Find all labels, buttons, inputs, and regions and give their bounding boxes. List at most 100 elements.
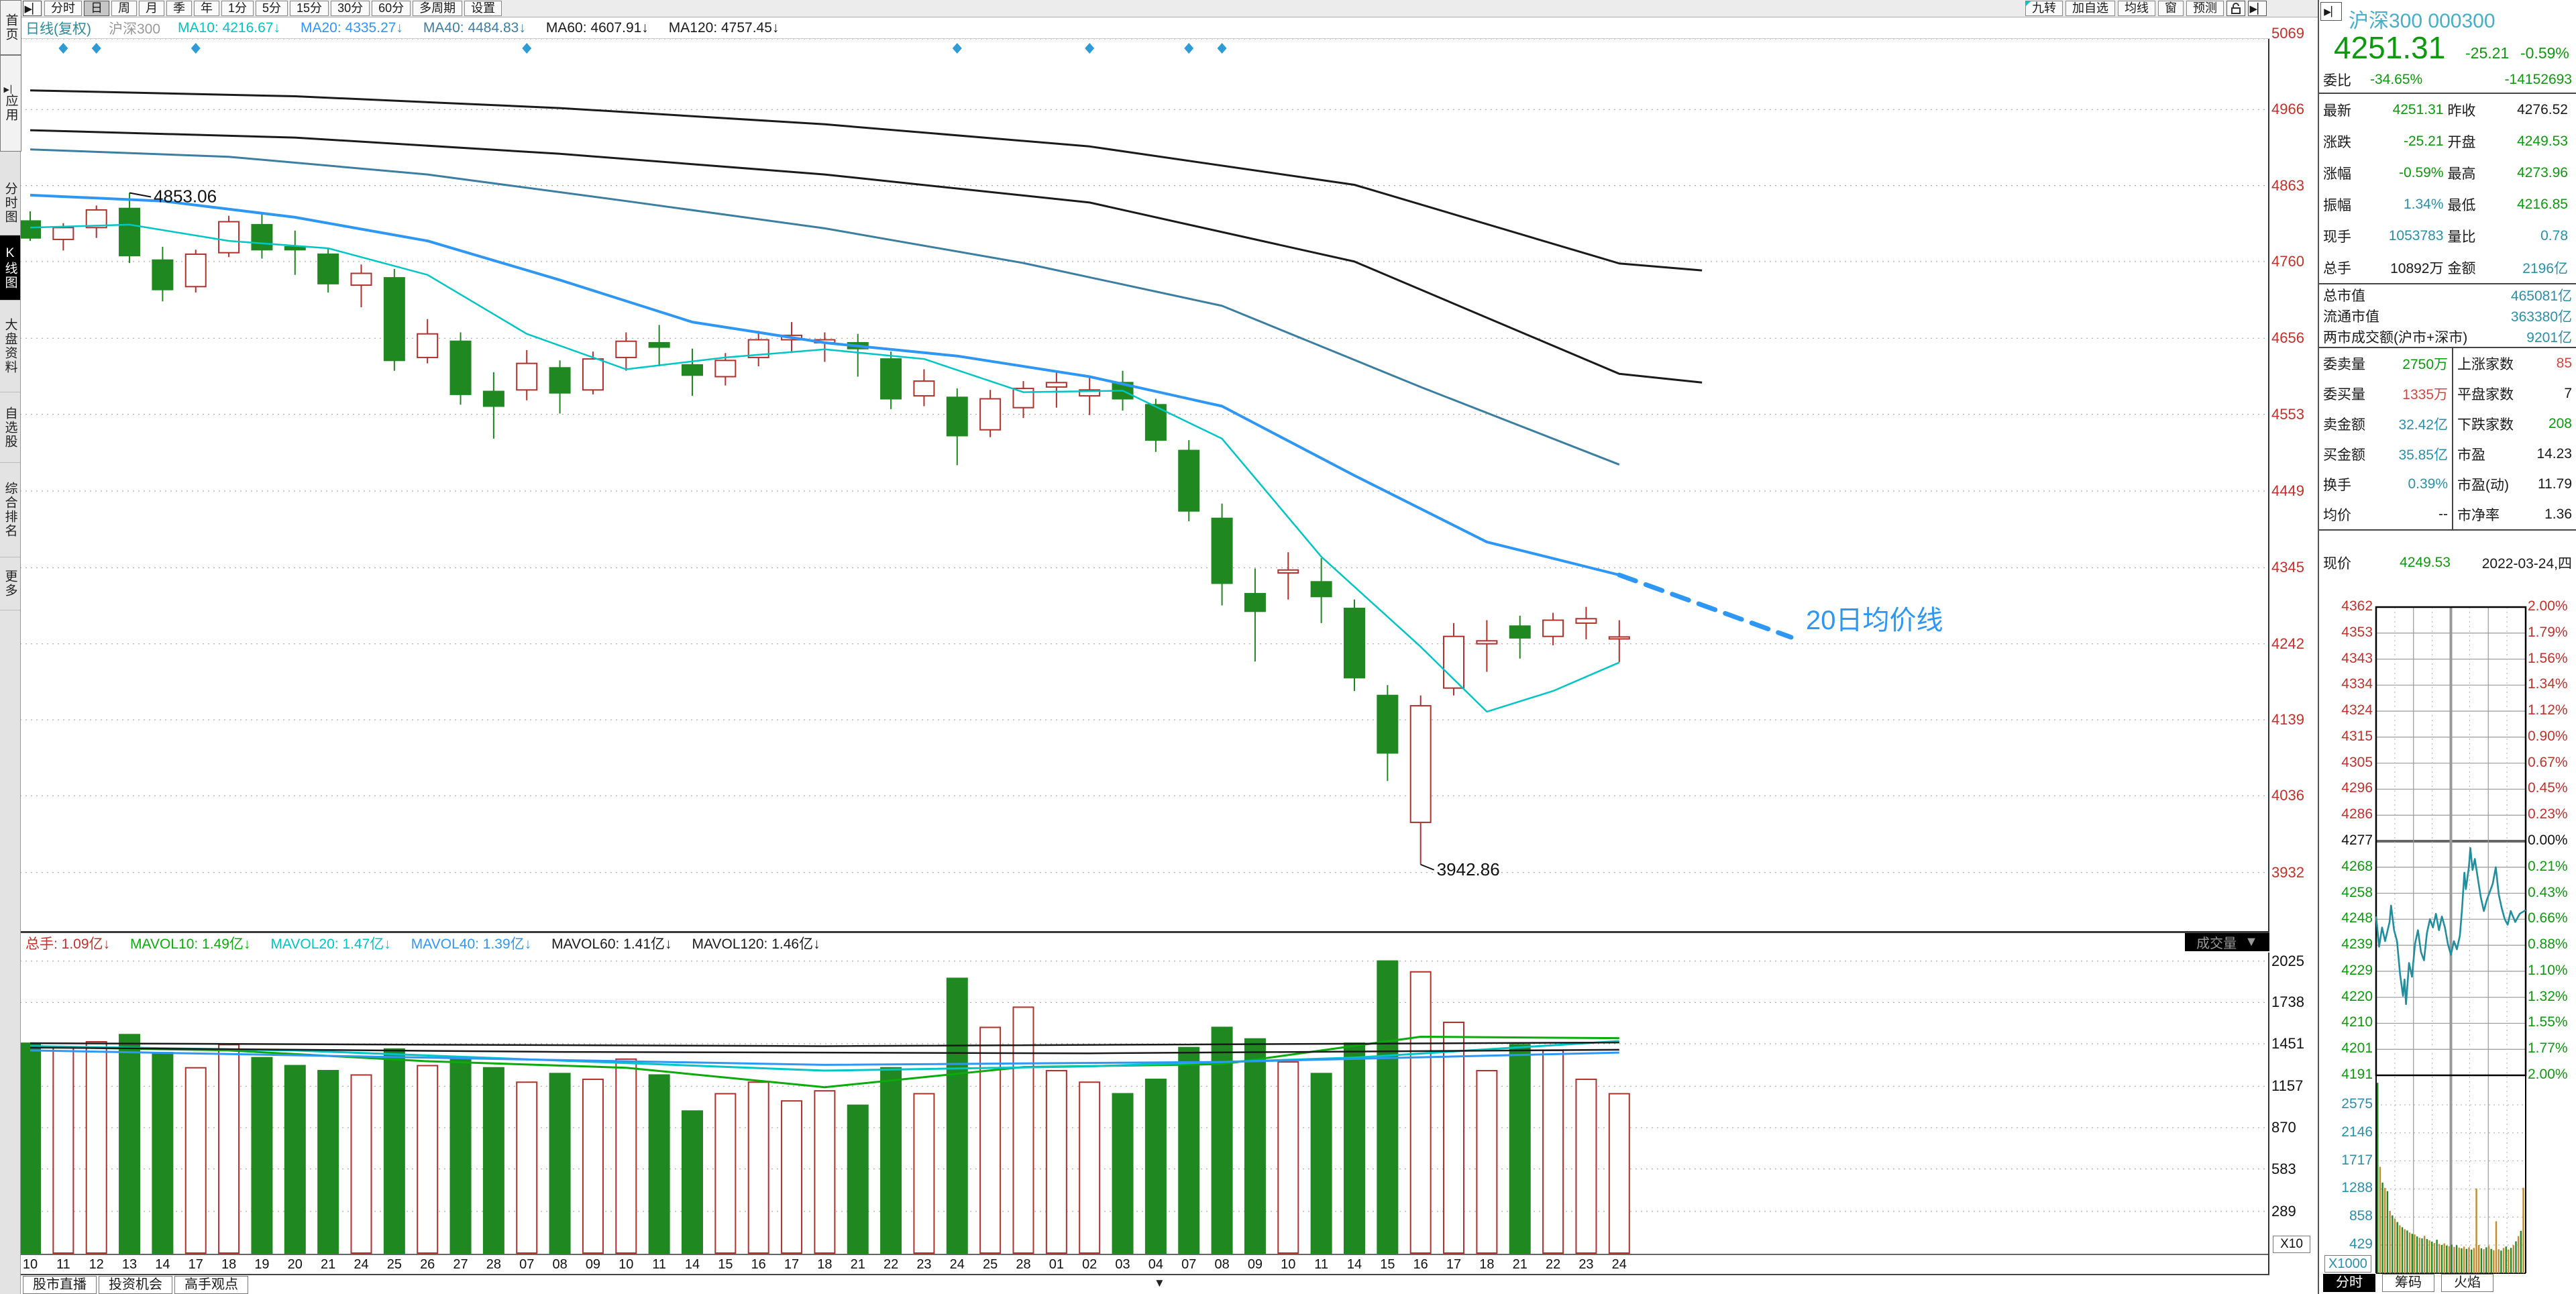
stat-label: 最低 [2447, 197, 2476, 213]
tool-button-加自选[interactable]: 加自选 [2065, 1, 2115, 16]
mini-pct-tick: 0.21% [2528, 858, 2568, 874]
period-button-日[interactable]: 日 [84, 1, 109, 16]
mini-price-tick: 4286 [2341, 806, 2373, 822]
date-tick: 17 [784, 1257, 800, 1272]
date-tick: 14 [1346, 1257, 1362, 1272]
unlock-icon[interactable] [2226, 1, 2245, 16]
sidebar-item-自选股[interactable]: 自选股 [0, 392, 20, 463]
sidebar-item-K线图[interactable]: K线图 [0, 235, 20, 301]
date-tick: 01 [1049, 1257, 1064, 1272]
date-tick: 28 [1016, 1257, 1031, 1272]
expand-panel-arrow-icon[interactable]: ▶▏ [2248, 1, 2267, 16]
date-tick: 23 [1578, 1257, 1594, 1272]
sidebar-item-label: 更多 [3, 570, 17, 598]
market-label: 总市值 [2323, 288, 2365, 304]
indicator-dropdown[interactable]: 成交量 ▼ [2185, 933, 2269, 951]
period-button-月[interactable]: 月 [139, 1, 164, 16]
panel-collapse-arrow-icon[interactable]: ▶▏ [2320, 2, 2342, 21]
period-button-15分[interactable]: 15分 [290, 1, 329, 16]
mini-tab-分时[interactable]: 分时 [2323, 1274, 2375, 1292]
date-tick: 27 [453, 1257, 468, 1272]
date-tick: 07 [519, 1257, 535, 1272]
stat-value: 1053783 [2388, 227, 2444, 244]
mini-pct-tick: 0.66% [2528, 910, 2568, 926]
market-row: 两市成交额(沪市+深市) 9201亿 [2319, 326, 2576, 347]
date-tick: 18 [817, 1257, 833, 1272]
date-tick: 04 [1148, 1257, 1164, 1272]
date-tick: 25 [983, 1257, 998, 1272]
kline-header: 日线(复权) 沪深300 MA10: 4216.67↓ MA20: 4335.27… [20, 17, 2269, 39]
date-tick: 20 [287, 1257, 303, 1272]
mini-price-tick: 4324 [2341, 702, 2373, 718]
stat-label: 涨跌 [2323, 134, 2351, 150]
stat-value: 4251.31 [2392, 101, 2444, 117]
stat-row: 最新 4251.31 昨收 4276.52 [2319, 94, 2576, 125]
tool-buttons: 九转 加自选 均线窗预测 [2025, 1, 2224, 16]
tool-button-预测[interactable]: 预测 [2186, 1, 2224, 16]
period-button-1分[interactable]: 1分 [221, 1, 254, 16]
volume-tick: 2025 [2271, 952, 2304, 969]
period-button-设置[interactable]: 设置 [464, 1, 502, 16]
kline-chart[interactable]: 4853.06 3942.86 [20, 0, 2269, 1294]
stat-value: 0.78 [2540, 227, 2568, 244]
bottom-tab-投资机会[interactable]: 投资机会 [99, 1275, 172, 1294]
sidebar-item-大盘资料[interactable]: 大盘资料 [0, 301, 20, 392]
volume-tick: 583 [2271, 1160, 2296, 1177]
mini-price-tick: 4220 [2341, 988, 2373, 1004]
tool-button-九转[interactable]: 九转 [2025, 1, 2063, 16]
date-tick: 07 [1181, 1257, 1197, 1272]
sidebar-item-分时图[interactable]: 分时图 [0, 170, 20, 235]
order-stats: 委卖量 2750万 上涨家数 85 委买量 1335万 平盘家数 7 卖金额 32.42亿 下跌家数… [2319, 348, 2576, 529]
mini-tab-筹码[interactable]: 筹码 [2382, 1274, 2434, 1292]
mini-price-tick: 4305 [2341, 754, 2373, 770]
bottom-tab-bar: 股市直播 投资机会 高手观点 ▼ [20, 1274, 2269, 1294]
mini-pct-tick: 2.00% [2528, 1067, 2568, 1082]
price-tick: 4863 [2271, 176, 2304, 194]
sidebar-item-综合排名[interactable]: 综合排名 [0, 463, 20, 557]
period-button-60分[interactable]: 60分 [372, 1, 411, 16]
sidebar-item-label: 首页 [3, 13, 18, 42]
period-button-5分[interactable]: 5分 [256, 1, 288, 16]
period-button-分时[interactable]: 分时 [44, 1, 82, 16]
date-tick: 17 [188, 1257, 203, 1272]
date-tick: 14 [684, 1257, 700, 1272]
volume-header: 总手: 1.09亿↓ MAVOL10: 1.49亿↓ MAVOL20: 1.47亿↓… [20, 932, 2269, 953]
mini-pct-tick: 0.45% [2528, 780, 2568, 796]
period-button-季[interactable]: 季 [166, 1, 192, 16]
period-button-周[interactable]: 周 [111, 1, 137, 16]
collapse-caret-icon[interactable]: ▼ [1154, 1277, 1165, 1289]
mini-pct-tick: 1.10% [2528, 962, 2568, 978]
svg-text:3942.86: 3942.86 [1437, 859, 1500, 879]
stat-label: 涨幅 [2323, 166, 2351, 182]
symbol-label: 沪深300 [109, 21, 161, 37]
sidebar-item-应用[interactable]: ▶▏ 应用 [0, 55, 21, 152]
sidebar-item-首页[interactable]: 首页 [0, 0, 21, 55]
sidebar-item-label: 大盘资料 [3, 318, 17, 374]
sidebar-item-更多[interactable]: 更多 [0, 557, 20, 610]
date-tick: 03 [1115, 1257, 1130, 1272]
mini-vol-tick: 2575 [2341, 1096, 2373, 1112]
instrument-title: 沪深300 [2349, 10, 2423, 32]
stat-label: 市盈(动) [2457, 477, 2509, 493]
price-change-pct: -0.59% [2520, 44, 2569, 62]
tool-button-均线[interactable]: 均线 [2118, 1, 2155, 16]
stat-value: 14.23 [2536, 445, 2572, 462]
date-tick: 10 [1281, 1257, 1296, 1272]
weibi-extra: -14152693 [2504, 72, 2572, 87]
mini-tab-火焰[interactable]: 火焰 [2441, 1274, 2493, 1292]
price-tick: 5069 [2271, 25, 2304, 42]
period-button-多周期[interactable]: 多周期 [413, 1, 463, 16]
intraday-mini-chart[interactable]: X1000 4362 2.00% 4353 1.79% 4343 1.56% 4334 1.3… [2319, 598, 2576, 1278]
stat-value: 85 [2556, 355, 2572, 371]
bottom-tab-高手观点[interactable]: 高手观点 [174, 1275, 248, 1294]
pair-row: 委买量 1335万 平盘家数 7 [2319, 378, 2576, 409]
period-button-30分[interactable]: 30分 [331, 1, 370, 16]
last-price: 4251.31 [2334, 30, 2446, 65]
volume-tick: 870 [2271, 1118, 2296, 1136]
period-button-年[interactable]: 年 [194, 1, 219, 16]
volume-unit-box: X10 [2273, 1236, 2310, 1253]
tool-button-窗[interactable]: 窗 [2158, 1, 2184, 16]
bottom-tab-股市直播[interactable]: 股市直播 [23, 1275, 97, 1294]
price-tick: 4553 [2271, 405, 2304, 423]
collapse-arrow-icon[interactable]: ▶▏ [23, 1, 42, 16]
